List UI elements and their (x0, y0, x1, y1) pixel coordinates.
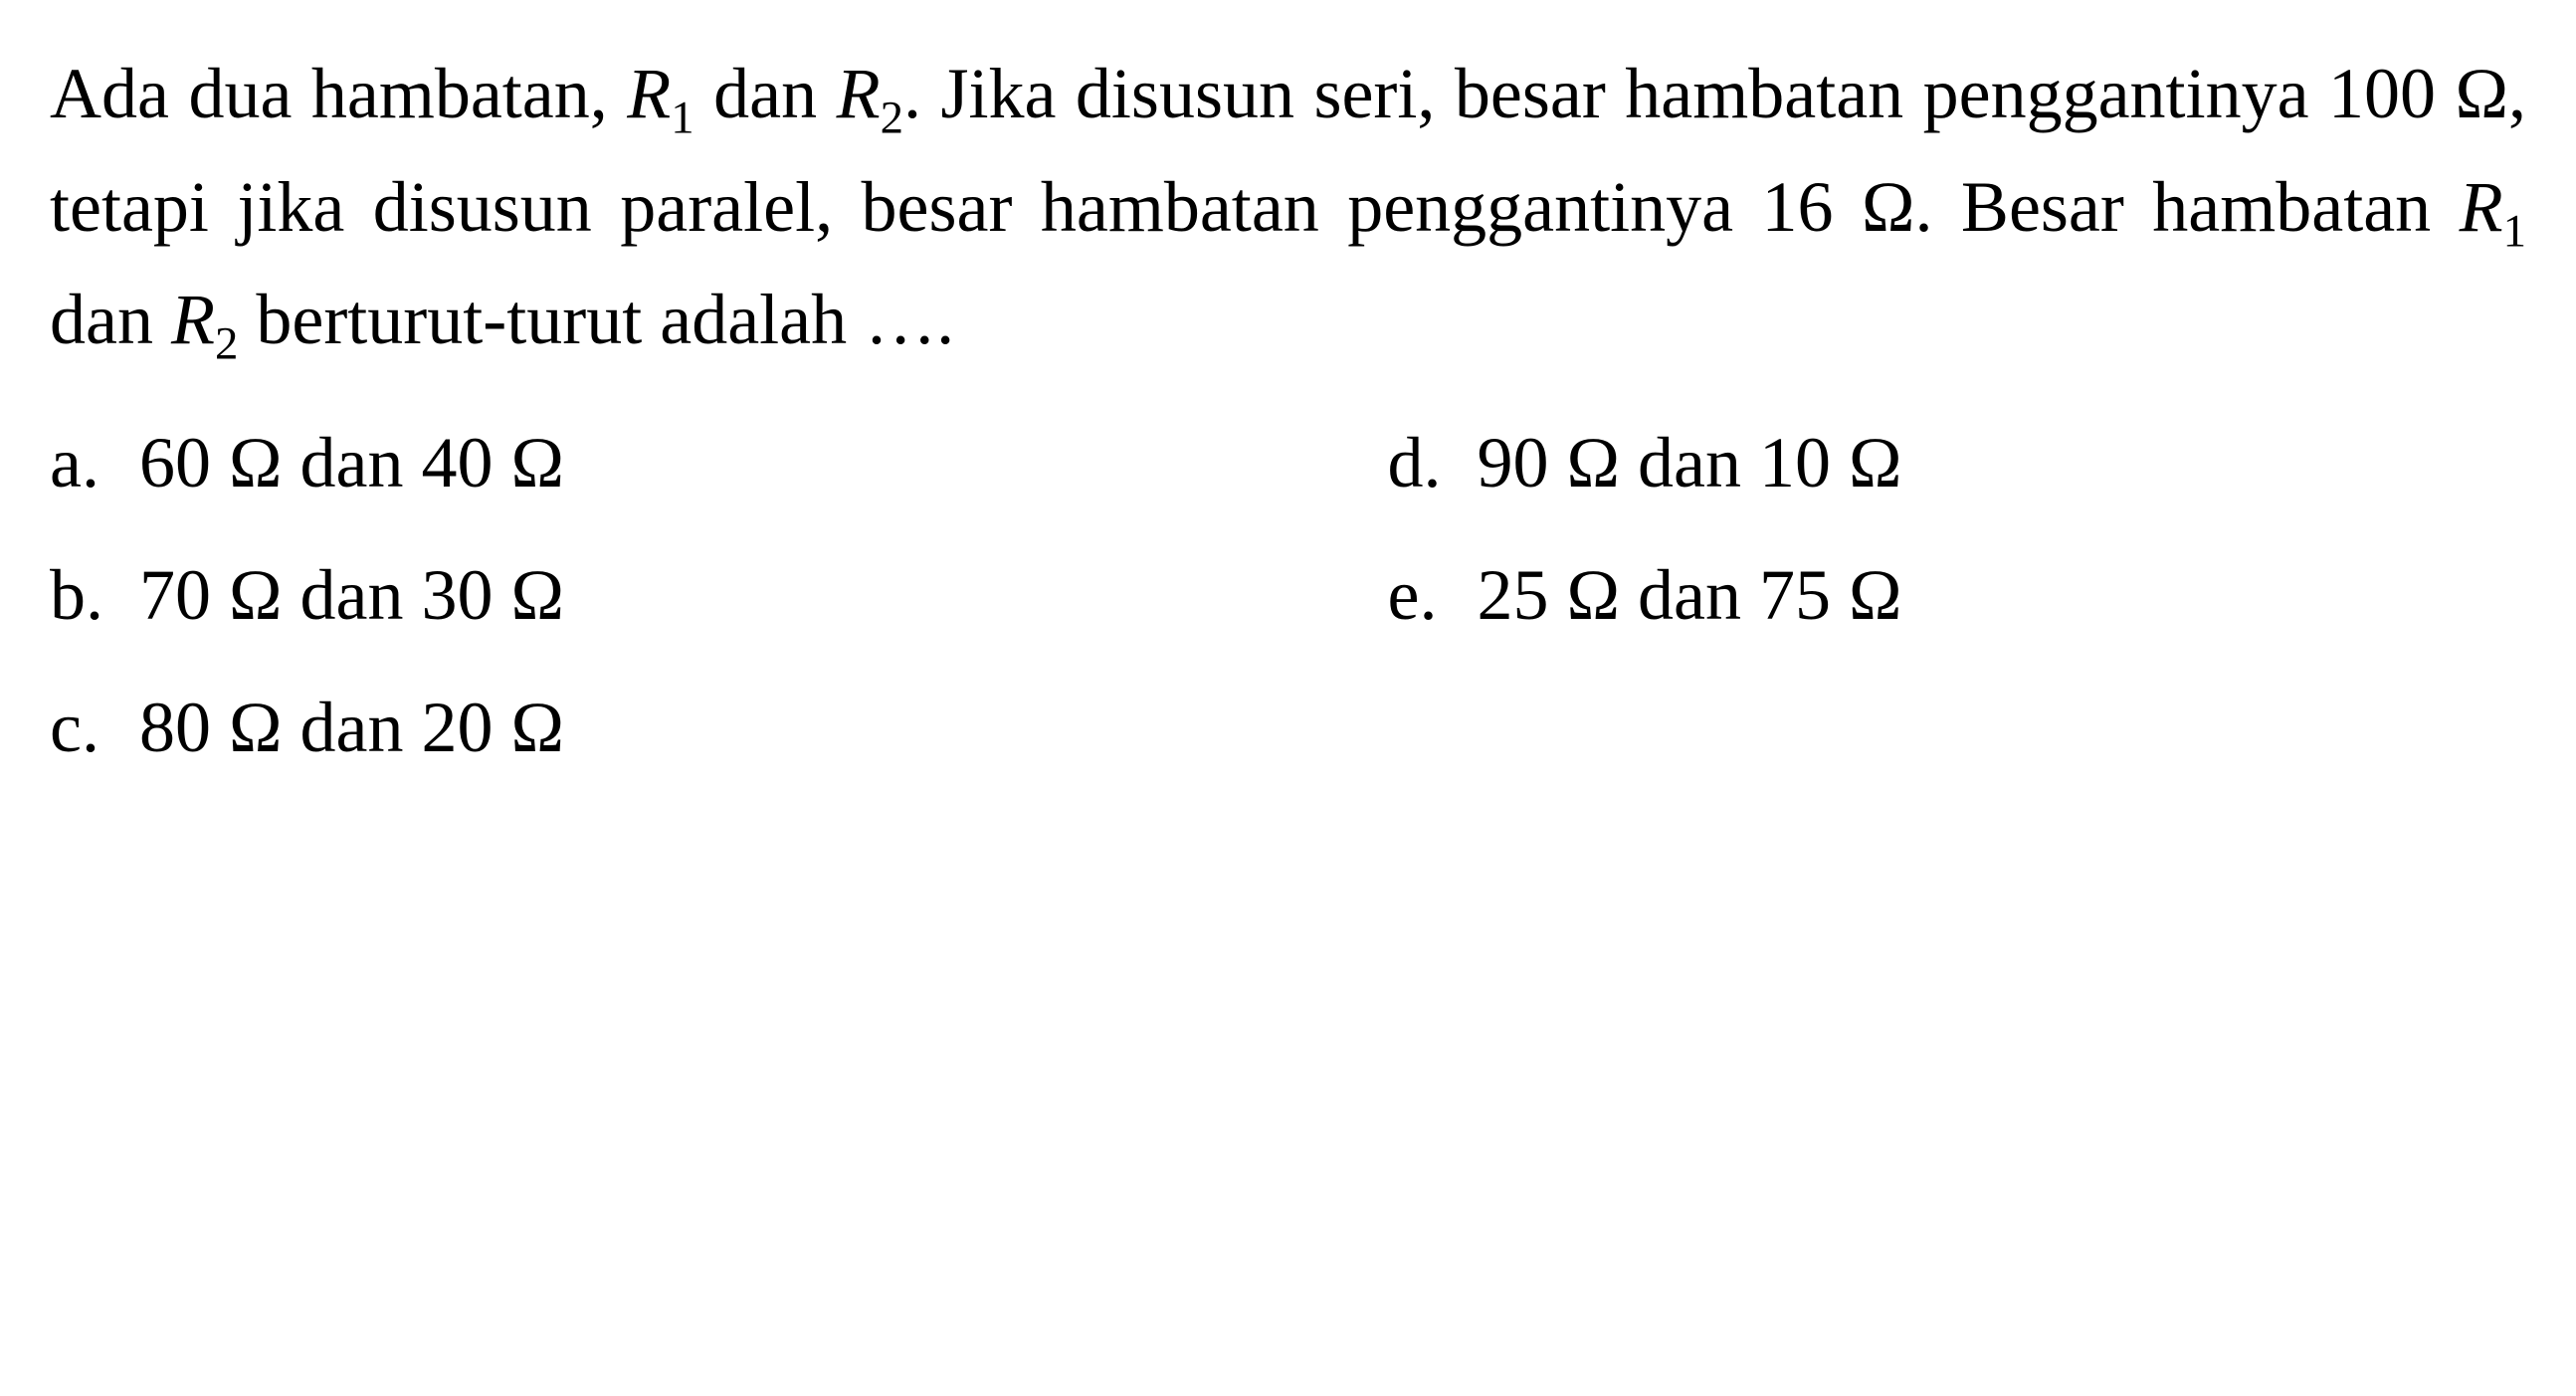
question-stem: Ada dua hambatan, R1 dan R2. Jika disusu… (50, 40, 2526, 379)
question-container: Ada dua hambatan, R1 dan R2. Jika disusu… (50, 40, 2526, 781)
option-text-c: 80 Ω dan 20 Ω (139, 674, 1189, 781)
variable-r4: R (171, 280, 215, 359)
option-letter-c: c. (50, 674, 139, 781)
text-part-2: dan (694, 54, 837, 133)
option-letter-e: e. (1388, 541, 1478, 649)
text-part-1: Ada dua hambatan, (50, 54, 627, 133)
option-text-a: 60 Ω dan 40 Ω (139, 409, 1189, 516)
option-b: b. 70 Ω dan 30 Ω (50, 541, 1189, 649)
option-text-b: 70 Ω dan 30 Ω (139, 541, 1189, 649)
text-part-5: berturut-turut adalah …. (238, 280, 954, 359)
variable-r2: R (837, 54, 881, 133)
option-a: a. 60 Ω dan 40 Ω (50, 409, 1189, 516)
option-empty (1388, 674, 2527, 781)
option-e: e. 25 Ω dan 75 Ω (1388, 541, 2527, 649)
option-letter-d: d. (1388, 409, 1478, 516)
option-c: c. 80 Ω dan 20 Ω (50, 674, 1189, 781)
text-part-4: dan (50, 280, 171, 359)
variable-r3: R (2460, 167, 2503, 247)
option-letter-b: b. (50, 541, 139, 649)
option-d: d. 90 Ω dan 10 Ω (1388, 409, 2527, 516)
subscript-r4: 2 (215, 318, 238, 370)
options-grid: a. 60 Ω dan 40 Ω d. 90 Ω dan 10 Ω b. 70 … (50, 409, 2526, 781)
variable-r1: R (627, 54, 671, 133)
subscript-r3: 1 (2503, 205, 2526, 257)
subscript-r1: 1 (671, 92, 694, 143)
option-letter-a: a. (50, 409, 139, 516)
option-text-e: 25 Ω dan 75 Ω (1478, 541, 2527, 649)
option-text-d: 90 Ω dan 10 Ω (1478, 409, 2527, 516)
subscript-r2: 2 (881, 92, 903, 143)
